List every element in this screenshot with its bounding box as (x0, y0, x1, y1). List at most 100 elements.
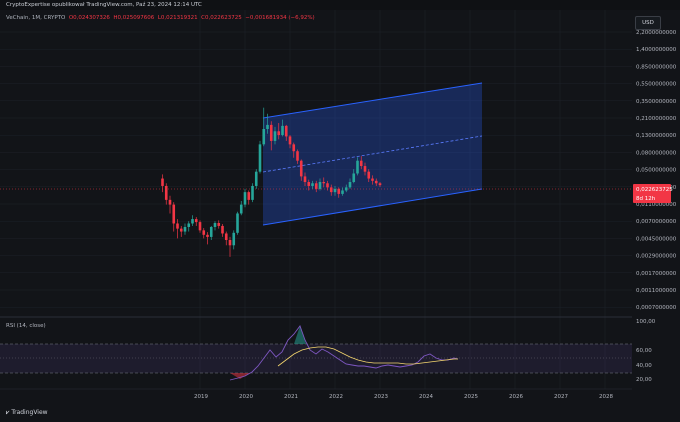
candle[interactable] (191, 215, 194, 226)
symbol-name[interactable]: VeChain, 1M, CRYPTO (6, 15, 66, 21)
candle[interactable] (228, 236, 232, 257)
open-value: O0,024307326 (68, 15, 110, 21)
channel-mid-line[interactable] (262, 135, 483, 173)
candle[interactable] (239, 200, 243, 216)
candle[interactable] (371, 175, 374, 185)
candles-layer[interactable] (161, 107, 382, 257)
price-tick-label: 0,0045000000 (636, 236, 677, 242)
candle[interactable] (303, 172, 307, 186)
candle[interactable] (288, 135, 292, 149)
candle[interactable] (251, 183, 254, 203)
candle[interactable] (236, 211, 239, 235)
candle[interactable] (247, 190, 251, 205)
candle-body (262, 129, 266, 145)
candle[interactable] (168, 195, 172, 214)
candle[interactable] (258, 140, 262, 174)
candle-body (224, 233, 228, 241)
candle[interactable] (161, 174, 164, 193)
symbol-legend[interactable]: VeChain, 1M, CRYPTO O0,024307326 H0,0250… (6, 15, 315, 21)
candle-body (341, 190, 344, 194)
candle[interactable] (314, 180, 318, 193)
candle[interactable] (277, 123, 281, 140)
candle[interactable] (266, 113, 269, 134)
channel-upper-line[interactable] (262, 82, 483, 119)
candle[interactable] (187, 221, 191, 232)
candle[interactable] (284, 124, 288, 141)
candle[interactable] (363, 162, 367, 176)
candle-body (356, 160, 359, 174)
candle[interactable] (221, 223, 224, 237)
candle[interactable] (367, 169, 371, 183)
candle[interactable] (292, 142, 296, 158)
candle[interactable] (183, 223, 187, 235)
candle[interactable] (311, 180, 314, 189)
candle-body (303, 176, 307, 183)
candle[interactable] (176, 219, 179, 239)
candle[interactable] (337, 187, 341, 198)
publisher-bar: CryptoExpertise opublikował TradingView.… (0, 0, 680, 10)
candle[interactable] (232, 230, 236, 250)
candle[interactable] (352, 169, 356, 184)
candle[interactable] (359, 156, 363, 170)
candle[interactable] (269, 121, 273, 151)
low-value: L0,021319321 (157, 15, 198, 21)
candle[interactable] (326, 180, 329, 191)
candle[interactable] (299, 159, 303, 181)
candle[interactable] (209, 225, 213, 241)
candle[interactable] (296, 149, 299, 164)
rsi-tick-label: 60,00 (636, 348, 652, 354)
candle-body (273, 131, 277, 141)
candle-body (281, 125, 284, 136)
candle[interactable] (348, 178, 352, 189)
candle[interactable] (281, 119, 284, 137)
price-tick-label: 0,0500000000 (636, 168, 677, 174)
price-axis[interactable]: 2,2000000000 1,4000000000 0,8500000000 0,55… (636, 30, 677, 311)
currency-button[interactable]: USD (635, 16, 661, 30)
candle[interactable] (198, 220, 202, 233)
candle[interactable] (164, 183, 168, 205)
candle-body (288, 136, 292, 145)
candle-body (213, 223, 217, 227)
candle[interactable] (273, 126, 277, 145)
candle[interactable] (213, 221, 217, 231)
candle[interactable] (179, 225, 183, 237)
candle[interactable] (307, 179, 311, 191)
candle[interactable] (254, 169, 258, 189)
candle[interactable] (194, 217, 198, 226)
candle[interactable] (224, 231, 228, 246)
regression-channel[interactable] (262, 82, 483, 226)
candle[interactable] (344, 184, 348, 193)
publisher-text: CryptoExpertise opublikował TradingView.… (6, 2, 202, 8)
candle[interactable] (243, 188, 247, 208)
candle-body (326, 183, 329, 188)
candle[interactable] (217, 220, 221, 229)
channel-lower-line[interactable] (262, 188, 483, 226)
candle-body (344, 187, 348, 191)
rsi-axis[interactable]: 100,00 60,00 40,00 20,00 (636, 319, 656, 383)
candle[interactable] (356, 157, 359, 176)
candle[interactable] (333, 185, 337, 196)
close-value: C0,022623725 (201, 15, 242, 21)
candle[interactable] (262, 107, 266, 147)
candle[interactable] (378, 182, 382, 187)
candle-body (236, 213, 239, 233)
candle[interactable] (322, 177, 326, 188)
rsi-title[interactable]: RSI (14, close) (6, 323, 46, 329)
tradingview-logo[interactable]: ⩗ TradingView (6, 409, 48, 417)
candle[interactable] (329, 184, 333, 196)
candle[interactable] (172, 202, 176, 232)
candle-body (258, 144, 262, 172)
candle-body (172, 204, 176, 224)
price-tick-label: 0,0007000000 (636, 305, 677, 311)
time-axis[interactable]: 2019 2020 2021 2022 2023 2024 2025 2026 2027 2028 (194, 394, 613, 400)
candle[interactable] (341, 187, 344, 196)
price-tick-label: 0,2100000000 (636, 116, 677, 122)
candle[interactable] (374, 178, 378, 186)
candle[interactable] (318, 178, 322, 191)
price-tick-label: 0,0110000000 (636, 202, 677, 208)
rsi-band (0, 344, 632, 373)
candle[interactable] (206, 232, 209, 245)
candle[interactable] (202, 228, 206, 239)
time-tick-label: 2023 (374, 394, 388, 400)
